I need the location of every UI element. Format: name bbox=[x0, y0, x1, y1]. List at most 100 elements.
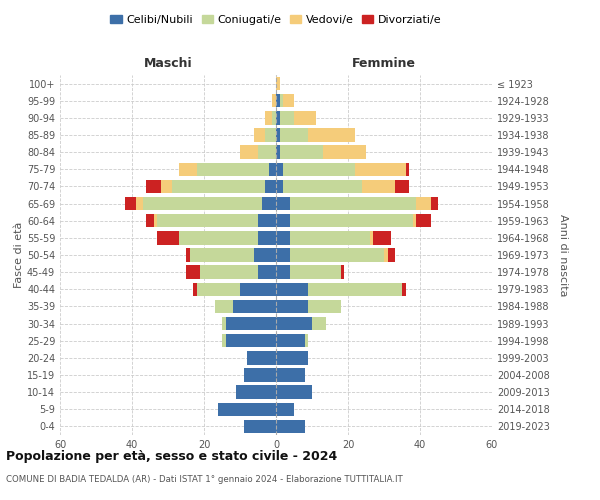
Bar bbox=[276, 266, 290, 279]
Bar bbox=[276, 111, 280, 124]
Bar bbox=[276, 300, 308, 313]
Bar bbox=[406, 162, 409, 176]
Bar bbox=[247, 351, 276, 364]
Bar bbox=[193, 282, 197, 296]
Y-axis label: Fasce di età: Fasce di età bbox=[14, 222, 24, 288]
Bar bbox=[276, 351, 308, 364]
Bar bbox=[226, 317, 276, 330]
Bar bbox=[276, 317, 312, 330]
Bar bbox=[179, 162, 197, 176]
Bar bbox=[179, 231, 258, 244]
Bar bbox=[265, 180, 276, 193]
Bar bbox=[276, 334, 305, 347]
Bar bbox=[416, 197, 431, 210]
Bar bbox=[146, 214, 154, 228]
Bar bbox=[280, 146, 323, 159]
Bar bbox=[276, 162, 283, 176]
Bar bbox=[276, 368, 305, 382]
Bar bbox=[265, 128, 276, 141]
Bar bbox=[226, 334, 276, 347]
Bar bbox=[236, 386, 276, 399]
Bar bbox=[290, 197, 416, 210]
Bar bbox=[146, 180, 161, 193]
Bar bbox=[254, 128, 265, 141]
Bar bbox=[197, 282, 240, 296]
Bar bbox=[240, 282, 276, 296]
Bar bbox=[283, 94, 294, 108]
Bar bbox=[305, 334, 308, 347]
Bar bbox=[276, 248, 290, 262]
Bar bbox=[258, 146, 276, 159]
Bar bbox=[323, 146, 366, 159]
Bar bbox=[265, 111, 272, 124]
Bar bbox=[258, 214, 276, 228]
Bar bbox=[276, 128, 280, 141]
Bar bbox=[413, 214, 416, 228]
Bar bbox=[200, 266, 258, 279]
Bar bbox=[276, 420, 305, 433]
Bar bbox=[290, 214, 413, 228]
Bar bbox=[373, 231, 391, 244]
Bar bbox=[272, 111, 276, 124]
Bar bbox=[258, 231, 276, 244]
Bar bbox=[280, 111, 294, 124]
Legend: Celibi/Nubili, Coniugati/e, Vedovi/e, Divorziati/e: Celibi/Nubili, Coniugati/e, Vedovi/e, Di… bbox=[106, 10, 446, 29]
Text: Popolazione per età, sesso e stato civile - 2024: Popolazione per età, sesso e stato civil… bbox=[6, 450, 337, 463]
Bar bbox=[254, 248, 276, 262]
Bar bbox=[402, 282, 406, 296]
Bar bbox=[395, 180, 409, 193]
Bar bbox=[362, 180, 395, 193]
Bar bbox=[190, 248, 254, 262]
Bar bbox=[276, 180, 283, 193]
Bar bbox=[186, 266, 200, 279]
Bar bbox=[244, 420, 276, 433]
Bar bbox=[276, 197, 290, 210]
Bar bbox=[161, 180, 172, 193]
Bar bbox=[294, 111, 316, 124]
Bar bbox=[215, 300, 233, 313]
Bar bbox=[290, 266, 341, 279]
Bar bbox=[280, 128, 308, 141]
Bar bbox=[233, 300, 276, 313]
Bar bbox=[262, 197, 276, 210]
Bar bbox=[269, 162, 276, 176]
Bar bbox=[258, 266, 276, 279]
Bar bbox=[290, 231, 370, 244]
Bar bbox=[276, 402, 294, 416]
Text: COMUNE DI BADIA TEDALDA (AR) - Dati ISTAT 1° gennaio 2024 - Elaborazione TUTTITA: COMUNE DI BADIA TEDALDA (AR) - Dati ISTA… bbox=[6, 475, 403, 484]
Bar bbox=[276, 77, 280, 90]
Bar bbox=[272, 94, 276, 108]
Bar bbox=[312, 317, 326, 330]
Bar bbox=[355, 162, 406, 176]
Bar bbox=[222, 317, 226, 330]
Bar bbox=[154, 214, 157, 228]
Bar bbox=[244, 368, 276, 382]
Bar bbox=[276, 282, 308, 296]
Text: Femmine: Femmine bbox=[352, 57, 416, 70]
Bar bbox=[186, 248, 190, 262]
Bar bbox=[136, 197, 143, 210]
Bar bbox=[431, 197, 438, 210]
Bar bbox=[280, 94, 283, 108]
Bar bbox=[240, 146, 258, 159]
Bar bbox=[341, 266, 344, 279]
Bar bbox=[157, 231, 179, 244]
Bar bbox=[276, 386, 312, 399]
Bar bbox=[276, 214, 290, 228]
Bar bbox=[222, 334, 226, 347]
Bar bbox=[384, 248, 388, 262]
Bar bbox=[276, 146, 280, 159]
Bar bbox=[218, 402, 276, 416]
Bar bbox=[308, 128, 355, 141]
Bar bbox=[308, 300, 341, 313]
Y-axis label: Anni di nascita: Anni di nascita bbox=[558, 214, 568, 296]
Bar bbox=[276, 231, 290, 244]
Bar bbox=[290, 248, 384, 262]
Bar bbox=[125, 197, 136, 210]
Bar bbox=[197, 162, 269, 176]
Bar bbox=[416, 214, 431, 228]
Bar bbox=[370, 231, 373, 244]
Bar bbox=[308, 282, 402, 296]
Bar bbox=[283, 180, 362, 193]
Bar bbox=[388, 248, 395, 262]
